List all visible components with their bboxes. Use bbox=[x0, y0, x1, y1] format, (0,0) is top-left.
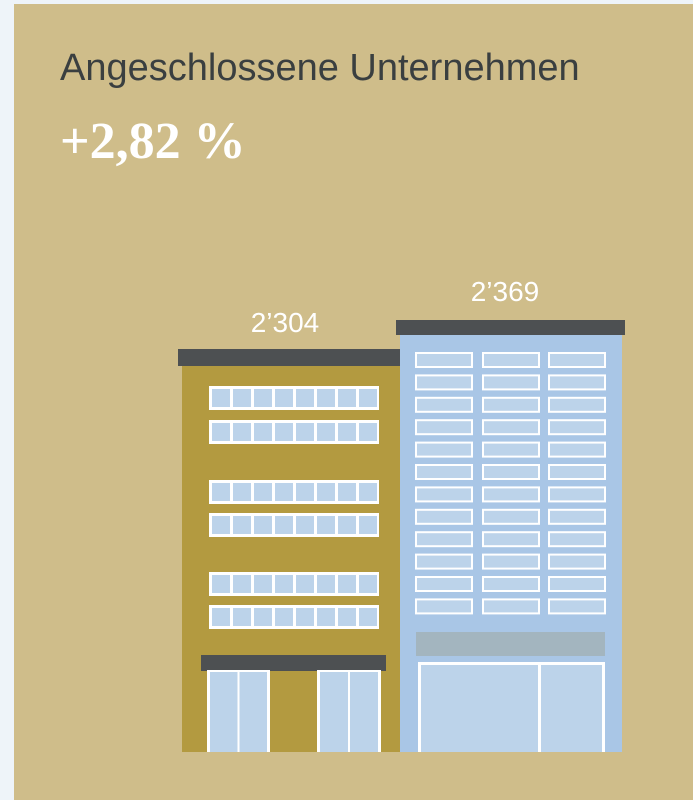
window bbox=[483, 555, 539, 569]
window bbox=[254, 608, 272, 626]
window bbox=[275, 423, 293, 441]
window bbox=[416, 532, 472, 546]
window bbox=[549, 420, 605, 434]
window bbox=[549, 555, 605, 569]
page: Angeschlossene Unternehmen +2,82 % 2’304… bbox=[0, 0, 693, 800]
window bbox=[549, 577, 605, 591]
window bbox=[483, 510, 539, 524]
window bbox=[475, 665, 538, 752]
window bbox=[483, 420, 539, 434]
window bbox=[317, 389, 335, 407]
infographic: Angeschlossene Unternehmen +2,82 % 2’304… bbox=[0, 0, 693, 800]
window bbox=[317, 608, 335, 626]
window bbox=[483, 398, 539, 412]
window bbox=[212, 389, 230, 407]
title: Angeschlossene Unternehmen bbox=[60, 47, 580, 89]
change: +2,82 % bbox=[60, 113, 246, 170]
building-label: 2’304 bbox=[251, 307, 320, 338]
window bbox=[359, 423, 377, 441]
window bbox=[275, 516, 293, 534]
window bbox=[359, 608, 377, 626]
window bbox=[416, 510, 472, 524]
window bbox=[275, 575, 293, 593]
window bbox=[296, 575, 314, 593]
window bbox=[359, 516, 377, 534]
window bbox=[210, 672, 238, 752]
window bbox=[416, 599, 472, 613]
window bbox=[233, 389, 251, 407]
window bbox=[416, 353, 472, 367]
window bbox=[296, 516, 314, 534]
window bbox=[233, 575, 251, 593]
window bbox=[275, 389, 293, 407]
window bbox=[212, 516, 230, 534]
window bbox=[483, 443, 539, 457]
window bbox=[416, 398, 472, 412]
window bbox=[338, 516, 356, 534]
window bbox=[296, 483, 314, 501]
building-right bbox=[396, 320, 625, 752]
building-label: 2’369 bbox=[471, 276, 540, 307]
window bbox=[359, 389, 377, 407]
window bbox=[549, 353, 605, 367]
window bbox=[421, 665, 482, 752]
window bbox=[275, 483, 293, 501]
window bbox=[416, 465, 472, 479]
window bbox=[317, 516, 335, 534]
window bbox=[320, 672, 348, 752]
window bbox=[240, 672, 268, 752]
window bbox=[549, 487, 605, 501]
window bbox=[338, 483, 356, 501]
window bbox=[549, 398, 605, 412]
window bbox=[549, 599, 605, 613]
window bbox=[483, 375, 539, 389]
window bbox=[416, 555, 472, 569]
window bbox=[254, 575, 272, 593]
window bbox=[549, 443, 605, 457]
window bbox=[483, 465, 539, 479]
window bbox=[212, 608, 230, 626]
window bbox=[541, 665, 602, 752]
window bbox=[416, 443, 472, 457]
building-left bbox=[178, 349, 400, 752]
window bbox=[254, 423, 272, 441]
window bbox=[212, 423, 230, 441]
window bbox=[296, 389, 314, 407]
window bbox=[296, 608, 314, 626]
window bbox=[483, 487, 539, 501]
window bbox=[254, 389, 272, 407]
window bbox=[416, 420, 472, 434]
window bbox=[338, 423, 356, 441]
window bbox=[483, 577, 539, 591]
window bbox=[338, 608, 356, 626]
window bbox=[549, 465, 605, 479]
window bbox=[416, 375, 472, 389]
window bbox=[254, 516, 272, 534]
window bbox=[275, 608, 293, 626]
window bbox=[549, 375, 605, 389]
window bbox=[317, 423, 335, 441]
window bbox=[254, 483, 272, 501]
window bbox=[212, 575, 230, 593]
window bbox=[359, 483, 377, 501]
window bbox=[416, 577, 472, 591]
window bbox=[317, 483, 335, 501]
window bbox=[549, 532, 605, 546]
window bbox=[483, 532, 539, 546]
window bbox=[338, 389, 356, 407]
window bbox=[233, 423, 251, 441]
window bbox=[416, 487, 472, 501]
window bbox=[338, 575, 356, 593]
window bbox=[549, 510, 605, 524]
window bbox=[233, 608, 251, 626]
window bbox=[233, 483, 251, 501]
window bbox=[317, 575, 335, 593]
window bbox=[233, 516, 251, 534]
window bbox=[359, 575, 377, 593]
window bbox=[483, 599, 539, 613]
window bbox=[350, 672, 378, 752]
window bbox=[483, 353, 539, 367]
window bbox=[212, 483, 230, 501]
window bbox=[296, 423, 314, 441]
